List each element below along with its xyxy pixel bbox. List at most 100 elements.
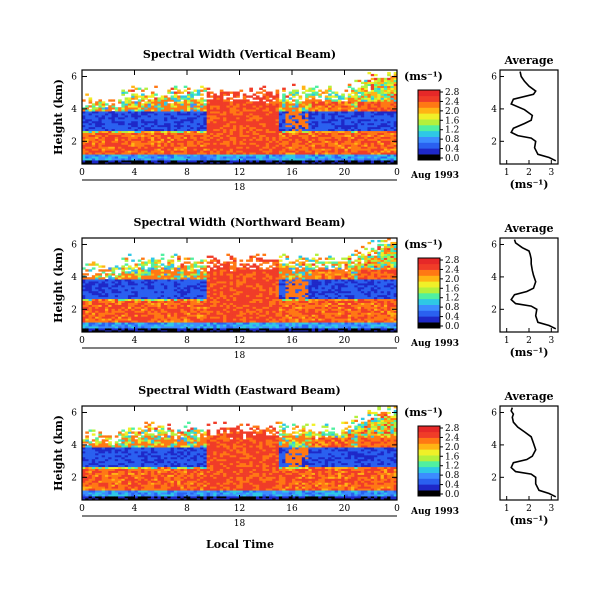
heatmap-cell xyxy=(177,101,181,104)
heatmap-cell xyxy=(213,113,217,116)
heatmap-cell xyxy=(295,113,299,116)
heatmap-cell xyxy=(232,95,237,98)
heatmap-cell xyxy=(144,158,148,161)
heatmap-cell xyxy=(154,126,158,130)
heatmap-cell xyxy=(131,298,135,302)
heatmap-cell xyxy=(275,95,280,98)
heatmap-cell xyxy=(206,87,211,90)
heatmap-cell xyxy=(167,150,171,153)
heatmap-cell xyxy=(374,99,378,102)
heatmap-cell xyxy=(278,117,283,120)
heatmap-cell xyxy=(298,132,303,135)
heatmap-cell xyxy=(85,130,89,134)
heatmap-cell xyxy=(249,107,253,110)
heatmap-cell xyxy=(85,279,89,282)
heatmap-cell xyxy=(324,130,329,134)
heatmap-cell xyxy=(200,259,204,262)
heatmap-cell xyxy=(351,140,355,143)
heatmap-cell xyxy=(314,148,319,151)
heatmap-cell xyxy=(183,328,188,331)
heatmap-cell xyxy=(374,73,378,77)
heatmap-cell xyxy=(190,128,194,132)
heatmap-cell xyxy=(377,136,381,139)
heatmap-cell xyxy=(193,134,198,137)
heatmap-cell xyxy=(328,134,332,137)
heatmap-cell xyxy=(206,103,211,106)
heatmap-cell xyxy=(177,105,181,108)
heatmap-cell xyxy=(272,146,276,149)
heatmap-cell xyxy=(154,120,158,124)
heatmap-cell xyxy=(127,283,132,286)
heatmap-cell xyxy=(370,152,375,155)
heatmap-cell xyxy=(383,124,388,128)
heatmap-cell xyxy=(272,138,276,141)
heatmap-cell xyxy=(239,118,244,122)
heatmap-cell xyxy=(180,107,185,110)
heatmap-cell xyxy=(246,103,250,106)
heatmap-cell xyxy=(357,162,362,165)
heatmap-cell xyxy=(95,134,99,137)
heatmap-cell xyxy=(265,113,270,116)
heatmap-cell xyxy=(121,160,126,163)
heatmap-cell xyxy=(255,158,260,161)
heatmap-cell xyxy=(364,115,368,118)
heatmap-cell xyxy=(111,286,116,290)
heatmap-cell xyxy=(121,322,126,325)
heatmap-cell xyxy=(272,117,276,120)
heatmap-cell xyxy=(364,134,368,137)
heatmap-cell xyxy=(292,156,296,159)
heatmap-cell xyxy=(298,162,303,165)
heatmap-cell xyxy=(82,118,86,122)
heatmap-cell xyxy=(196,122,201,126)
heatmap-cell xyxy=(190,115,194,118)
heatmap-cell xyxy=(91,140,96,143)
heatmap-cell xyxy=(124,267,129,270)
heatmap-cell xyxy=(236,107,240,110)
heatmap-cell xyxy=(393,118,398,122)
heatmap-cell xyxy=(180,103,185,106)
heatmap-cell xyxy=(377,117,381,120)
heatmap-cell xyxy=(193,140,198,143)
heatmap-cell xyxy=(144,275,148,278)
heatmap-cell xyxy=(91,285,96,288)
heatmap-cell xyxy=(98,158,103,161)
heatmap-cell xyxy=(226,118,231,122)
heatmap-cell xyxy=(223,118,227,122)
heatmap-cell xyxy=(203,109,208,112)
heatmap-cell xyxy=(187,132,191,135)
heatmap-cell xyxy=(341,124,345,128)
heatmap-cell xyxy=(337,122,342,126)
heatmap-cell xyxy=(187,126,191,130)
heatmap-cell xyxy=(232,103,237,106)
heatmap-cell xyxy=(190,130,194,134)
heatmap-cell xyxy=(183,322,188,325)
heatmap-cell xyxy=(190,257,194,260)
heatmap-cell xyxy=(298,138,303,141)
heatmap-cell xyxy=(321,122,326,126)
heatmap-cell xyxy=(157,259,162,262)
heatmap-cell xyxy=(249,95,253,98)
heatmap-cell xyxy=(137,105,142,108)
heatmap-cell xyxy=(364,136,368,139)
heatmap-cell xyxy=(209,124,214,128)
heatmap-cell xyxy=(200,126,204,130)
heatmap-cell xyxy=(196,156,201,159)
heatmap-cell xyxy=(124,330,129,333)
heatmap-cell xyxy=(334,144,339,147)
heatmap-cell xyxy=(157,97,162,100)
heatmap-cell xyxy=(239,89,244,92)
colorbar-swatch xyxy=(418,90,440,97)
heatmap-cell xyxy=(226,101,231,104)
heatmap-cell xyxy=(331,154,336,157)
heatmap-cell xyxy=(331,158,336,161)
heatmap-cell xyxy=(209,158,214,161)
heatmap-cell xyxy=(364,85,368,88)
heatmap-cell xyxy=(203,148,208,151)
heatmap-cell xyxy=(131,97,135,100)
heatmap-cell xyxy=(137,322,142,325)
heatmap-cell xyxy=(95,294,99,298)
heatmap-cell xyxy=(308,162,313,165)
heatmap-cell xyxy=(367,118,372,122)
heatmap-cell xyxy=(347,142,352,145)
heatmap-cell xyxy=(354,120,358,124)
